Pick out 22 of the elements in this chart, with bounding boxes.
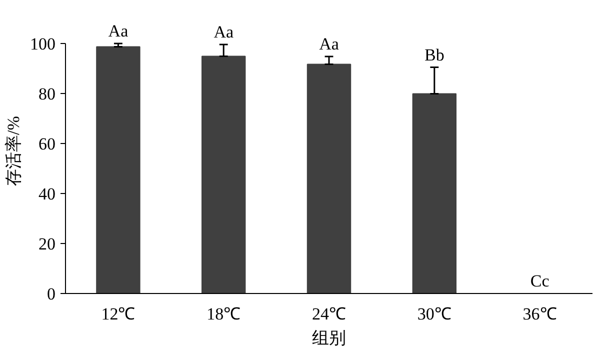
- bar: [96, 46, 140, 294]
- x-tick-label: 36℃: [522, 304, 557, 324]
- y-tick-label: 100: [30, 34, 56, 54]
- y-tick-label: 20: [38, 234, 56, 254]
- x-tick-label: 24℃: [312, 304, 346, 324]
- x-tick-label: 12℃: [101, 304, 136, 324]
- y-tick-label: 0: [47, 284, 56, 304]
- x-tick-label: 30℃: [417, 304, 452, 324]
- y-tick-label: 60: [38, 134, 56, 154]
- y-tick-label: 40: [38, 184, 56, 204]
- x-axis-title: 组别: [312, 328, 346, 348]
- x-tick-label: 18℃: [206, 304, 241, 324]
- annotation: Aa: [214, 22, 234, 42]
- annotation: Aa: [108, 22, 129, 40]
- annotation: Aa: [319, 34, 340, 54]
- annotation: Cc: [530, 272, 550, 290]
- annotation: Bb: [424, 45, 444, 64]
- bar: [306, 64, 352, 294]
- y-axis-title: 存活率/%: [4, 116, 23, 186]
- bar: [201, 56, 246, 294]
- y-tick-label: 80: [38, 84, 56, 104]
- bar: [412, 93, 457, 294]
